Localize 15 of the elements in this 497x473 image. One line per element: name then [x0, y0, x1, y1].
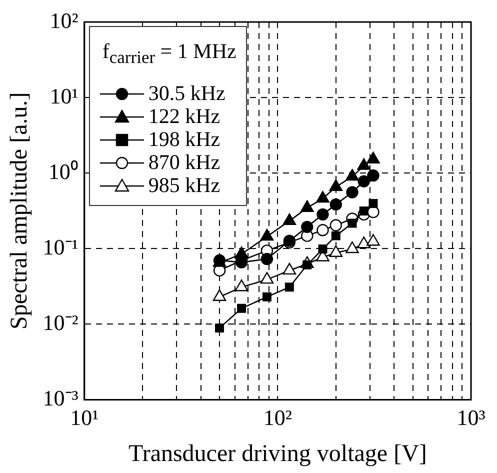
y-axis-title: Spectral amplitude [a.u.] [6, 92, 33, 330]
legend-label: 30.5 kHz [148, 81, 226, 106]
y-tick-label: 10⁻¹ [42, 234, 78, 260]
legend-label: 122 kHz [148, 104, 220, 130]
y-tick-label: 10⁰ [48, 158, 78, 184]
y-tick-label: 10² [50, 8, 79, 33]
x-tick-label: 10³ [456, 404, 486, 430]
x-axis-title: Transducer driving voltage [V] [128, 440, 427, 467]
y-tick-label: 10⁻² [42, 310, 79, 336]
legend-title: f$_{carrier}$ = 1 MHz [102, 39, 236, 68]
legend-label: 198 kHz [148, 127, 220, 152]
legend-label: 985 kHz [148, 173, 220, 198]
legend-label: 870 kHz [148, 150, 220, 176]
x-tick-label: 10² [263, 404, 292, 430]
y-tick-label: 10¹ [50, 83, 78, 108]
